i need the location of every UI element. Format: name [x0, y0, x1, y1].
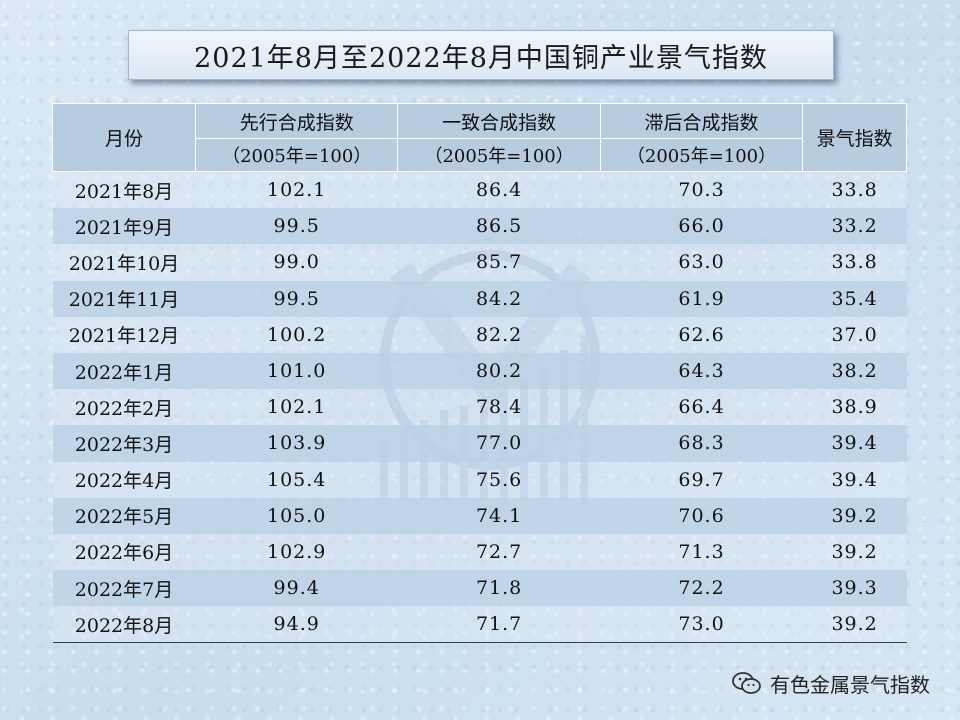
- cell-prosperity: 39.2: [802, 497, 907, 534]
- cell-prosperity: 38.2: [802, 352, 907, 390]
- cell-coincident: 71.7: [397, 606, 601, 644]
- cell-lagging: 72.2: [600, 570, 803, 607]
- cell-leading: 102.1: [195, 389, 398, 426]
- cell-leading: 103.9: [195, 425, 398, 462]
- cell-coincident: 75.6: [397, 461, 601, 498]
- table-row: 2021年10月 99.0 85.7 63.0 33.8: [52, 244, 907, 281]
- header-leading: 先行合成指数: [194, 103, 399, 139]
- header-lagging: 滞后合成指数: [599, 103, 804, 139]
- table-row: 2021年9月 99.5 86.5 66.0 33.2: [52, 208, 907, 245]
- cell-lagging: 70.6: [600, 497, 803, 534]
- cell-prosperity: 39.3: [802, 570, 907, 607]
- cell-lagging: 71.3: [600, 533, 803, 571]
- copper-index-table: 月份 先行合成指数 一致合成指数 滞后合成指数 景气指数 （2005年=100）…: [52, 103, 907, 644]
- cell-month: 2022年5月: [52, 497, 196, 534]
- cell-leading: 101.0: [195, 352, 398, 390]
- cell-coincident: 74.1: [397, 497, 601, 534]
- cell-leading: 99.4: [195, 570, 398, 607]
- header-prosperity: 景气指数: [802, 103, 907, 172]
- cell-prosperity: 39.2: [802, 533, 907, 571]
- cell-lagging: 70.3: [600, 171, 803, 209]
- cell-lagging: 62.6: [600, 316, 803, 353]
- cell-coincident: 77.0: [397, 425, 601, 462]
- header-leading-base: （2005年=100）: [194, 138, 399, 172]
- cell-lagging: 66.4: [600, 389, 803, 426]
- table-row: 2022年5月 105.0 74.1 70.6 39.2: [52, 497, 907, 534]
- header-lagging-base: （2005年=100）: [599, 138, 804, 172]
- cell-month: 2022年1月: [52, 352, 196, 390]
- cell-leading: 105.0: [195, 497, 398, 534]
- table-row: 2021年8月 102.1 86.4 70.3 33.8: [52, 171, 907, 209]
- cell-prosperity: 33.8: [802, 171, 907, 209]
- cell-month: 2021年12月: [52, 316, 196, 353]
- cell-leading: 99.0: [195, 244, 398, 281]
- table-row: 2022年3月 103.9 77.0 68.3 39.4: [52, 425, 907, 462]
- cell-leading: 105.4: [195, 461, 398, 498]
- cell-leading: 102.9: [195, 533, 398, 571]
- table-row: 2021年12月 100.2 82.2 62.6 37.0: [52, 316, 907, 353]
- cell-month: 2021年9月: [52, 208, 196, 245]
- cell-prosperity: 33.2: [802, 208, 907, 245]
- footer-text: 有色金属景气指数: [770, 673, 930, 697]
- cell-month: 2021年10月: [52, 244, 196, 281]
- title-text: 2021年8月至2022年8月中国铜产业景气指数: [194, 42, 768, 74]
- cell-prosperity: 33.8: [802, 244, 907, 281]
- table-row: 2022年6月 102.9 72.7 71.3 39.2: [52, 533, 907, 571]
- header-month: 月份: [52, 103, 196, 172]
- cell-lagging: 66.0: [600, 208, 803, 245]
- cell-month: 2021年8月: [52, 171, 196, 209]
- cell-coincident: 86.5: [397, 208, 601, 245]
- cell-month: 2022年6月: [52, 533, 196, 571]
- cell-coincident: 78.4: [397, 389, 601, 426]
- cell-coincident: 86.4: [397, 171, 601, 209]
- cell-coincident: 85.7: [397, 244, 601, 281]
- cell-coincident: 72.7: [397, 533, 601, 571]
- cell-leading: 94.9: [195, 606, 398, 644]
- cell-prosperity: 37.0: [802, 316, 907, 353]
- cell-coincident: 80.2: [397, 352, 601, 390]
- footer-source: 有色金属景气指数: [732, 669, 930, 698]
- cell-leading: 99.5: [195, 280, 398, 317]
- wechat-icon: [732, 671, 761, 694]
- cell-lagging: 73.0: [600, 606, 803, 644]
- cell-lagging: 68.3: [600, 425, 803, 462]
- cell-prosperity: 38.9: [802, 389, 907, 426]
- cell-prosperity: 39.4: [802, 425, 907, 462]
- page-title: 2021年8月至2022年8月中国铜产业景气指数: [128, 30, 834, 80]
- cell-leading: 99.5: [195, 208, 398, 245]
- table-row: 2022年1月 101.0 80.2 64.3 38.2: [52, 352, 907, 390]
- table-row: 2022年2月 102.1 78.4 66.4 38.9: [52, 389, 907, 426]
- cell-prosperity: 39.4: [802, 461, 907, 498]
- table-row: 2021年11月 99.5 84.2 61.9 35.4: [52, 280, 907, 317]
- cell-lagging: 64.3: [600, 352, 803, 390]
- header-coincident: 一致合成指数: [397, 103, 601, 139]
- cell-leading: 100.2: [195, 316, 398, 353]
- cell-month: 2022年3月: [52, 425, 196, 462]
- header-coincident-base: （2005年=100）: [397, 138, 601, 172]
- cell-month: 2022年7月: [52, 570, 196, 607]
- cell-coincident: 71.8: [397, 570, 601, 607]
- cell-lagging: 69.7: [600, 461, 803, 498]
- cell-prosperity: 35.4: [802, 280, 907, 317]
- cell-lagging: 61.9: [600, 280, 803, 317]
- table-row: 2022年7月 99.4 71.8 72.2 39.3: [52, 570, 907, 607]
- table-row: 2022年4月 105.4 75.6 69.7 39.4: [52, 461, 907, 498]
- cell-coincident: 82.2: [397, 316, 601, 353]
- cell-month: 2022年8月: [52, 606, 196, 644]
- cell-prosperity: 39.2: [802, 606, 907, 644]
- table-row: 2022年8月 94.9 71.7 73.0 39.2: [52, 606, 907, 644]
- cell-leading: 102.1: [195, 171, 398, 209]
- cell-month: 2022年2月: [52, 389, 196, 426]
- cell-lagging: 63.0: [600, 244, 803, 281]
- cell-coincident: 84.2: [397, 280, 601, 317]
- cell-month: 2021年11月: [52, 280, 196, 317]
- cell-month: 2022年4月: [52, 461, 196, 498]
